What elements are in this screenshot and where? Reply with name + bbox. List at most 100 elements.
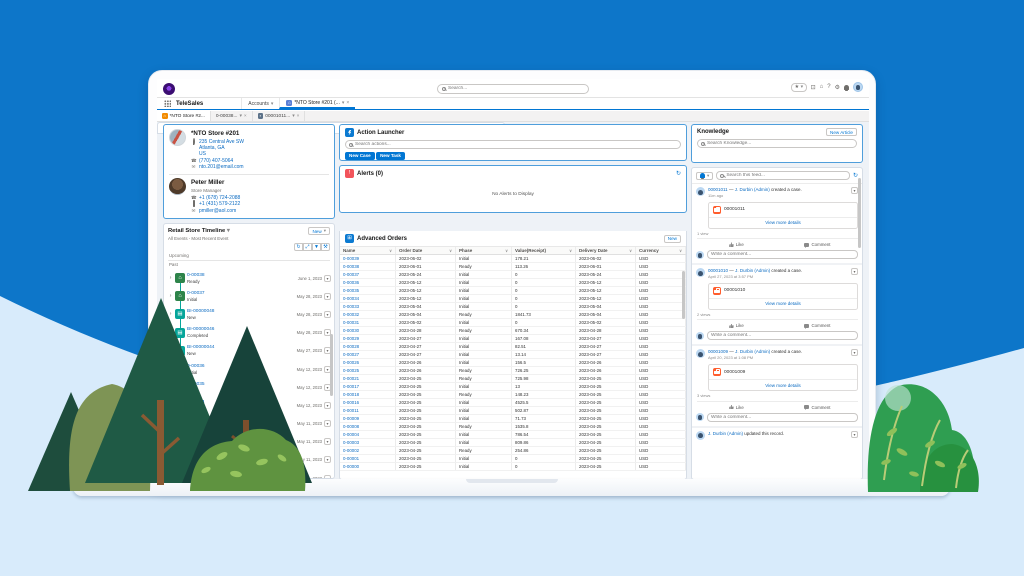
order-name-link[interactable]: 0-00028 [340,343,396,350]
table-row[interactable]: 0-00026 2023-04-26 Initial 156.5 2023-04… [340,359,686,367]
order-name-link[interactable]: 0-00032 [340,311,396,318]
order-name-link[interactable]: 0-00034 [340,295,396,302]
order-name-link[interactable]: 0-00031 [340,319,396,326]
row-menu-button[interactable]: ▾ [324,401,331,409]
order-name-link[interactable]: 0-00025 [340,367,396,374]
favorites-button[interactable]: ★ ▾ [791,82,807,92]
expand-chevron-icon[interactable]: › [169,293,172,300]
timeline-record-link[interactable]: BI-00000039 [187,472,215,478]
global-search-input[interactable] [448,86,584,91]
comment-button[interactable]: Comment [777,405,858,411]
comment-button[interactable]: Comment [777,323,858,330]
expand-chevron-icon[interactable]: › [169,329,172,336]
chevron-down-icon[interactable]: ▾ [270,100,274,107]
timeline-record-link[interactable]: BI-00000046 [187,327,215,333]
timeline-settings-button[interactable]: ⚒ [321,243,330,251]
table-row[interactable]: 0-00001 2023-04-25 Initial 0 2023-04-25 … [340,455,686,463]
chevron-down-icon[interactable]: ▾ [341,99,345,106]
column-header[interactable]: Delivery Date ∨ [576,247,636,254]
sort-icon[interactable]: ∨ [389,248,392,253]
order-name-link[interactable]: 0-00037 [340,271,396,278]
store-email-link[interactable]: nto.201@email.com [199,164,244,170]
order-name-link[interactable]: 0-00003 [340,439,396,446]
expand-chevron-icon[interactable]: › [169,420,172,427]
table-row[interactable]: 0-00033 2023-05-04 Initial 0 2023-05-04 … [340,303,686,311]
timeline-record-link[interactable]: 0-00034 [187,399,205,405]
table-row[interactable]: 0-00004 2023-04-25 Initial 786.54 2023-0… [340,431,686,439]
knowledge-search-input[interactable] [707,141,853,146]
comment-input[interactable] [711,333,854,339]
table-row[interactable]: 0-00030 2023-04-28 Ready 670.34 2023-04-… [340,327,686,335]
store-address[interactable]: 235 Central Ave SW Atlanta, GA US [199,139,244,157]
order-name-link[interactable]: 0-00017 [340,383,396,390]
timeline-filter-button[interactable]: ▼ [312,243,321,251]
alerts-refresh-icon[interactable]: ↻ [675,171,681,177]
order-name-link[interactable]: 0-00001 [340,455,396,462]
close-icon[interactable]: × [243,113,247,119]
column-header[interactable]: Name ∨ [340,247,396,254]
timeline-record-link[interactable]: 0-00035 [187,381,205,387]
timeline-record-link[interactable]: 0-00038 [187,272,205,278]
order-name-link[interactable]: 0-00008 [340,423,396,430]
order-name-link[interactable]: 0-00036 [340,279,396,286]
action-search-input[interactable] [355,142,677,147]
knowledge-search[interactable] [697,139,857,148]
order-name-link[interactable]: 0-00021 [340,375,396,382]
table-row[interactable]: 0-00011 2023-04-25 Initial 502.87 2023-0… [340,407,686,415]
feed-actions-button[interactable]: ▾ [696,171,714,180]
feed-scrollbar[interactable] [858,178,861,248]
actor-link[interactable]: J. Durbin (Admin) [735,349,771,355]
table-row[interactable]: 0-00009 2023-04-25 Initial 71.73 2023-04… [340,415,686,423]
table-row[interactable]: 0-00025 2023-04-26 Ready 726.25 2023-04-… [340,367,686,375]
comment-input[interactable] [711,414,854,420]
subtab-case[interactable]: ▪ 00001011... ▾ × [253,111,306,121]
sort-icon[interactable]: ∨ [679,248,682,253]
timeline-title[interactable]: Retail Store Timeline ▾ [168,228,230,234]
table-row[interactable]: 0-00035 2023-05-12 Initial 0 2023-05-12 … [340,287,686,295]
order-name-link[interactable]: 0-00029 [340,335,396,342]
table-row[interactable]: 0-00036 2023-05-12 Initial 0 2023-05-12 … [340,279,686,287]
timeline-record-link[interactable]: BI-00000042 [187,418,215,424]
actor-link[interactable]: J. Durbin (Admin) [735,268,771,274]
order-name-link[interactable]: 0-00039 [340,255,396,262]
feed-search-input[interactable] [726,173,846,178]
like-button[interactable]: Like [696,405,777,410]
order-name-link[interactable]: 0-00000 [340,463,396,470]
timeline-record-link[interactable]: 0-00036 [187,363,205,369]
expand-chevron-icon[interactable]: › [169,384,172,391]
case-preview-card[interactable]: 00001011 View more details [708,201,858,229]
item-menu-button[interactable]: ▾ [851,430,858,438]
item-menu-button[interactable]: ▾ [851,268,858,276]
column-header[interactable]: Value(Receipt) ∨ [512,247,576,254]
timeline-record-link[interactable]: BI-00000041 [187,436,215,442]
actor-link[interactable]: J. Durbin (Admin) [734,187,770,192]
sort-icon[interactable]: ∨ [505,248,508,253]
expand-chevron-icon[interactable]: › [169,456,172,463]
store-phone-link[interactable]: (770) 407-5064 [199,157,234,164]
sort-icon[interactable]: ∨ [449,248,452,253]
table-row[interactable]: 0-00021 2023-04-25 Ready 725.98 2023-04-… [340,375,686,383]
new-task-button[interactable]: New Task [376,152,405,160]
order-name-link[interactable]: 0-00038 [340,263,396,270]
row-menu-button[interactable]: ▾ [324,292,331,300]
like-button[interactable]: Like [696,242,777,247]
row-menu-button[interactable]: ▾ [324,438,331,446]
timeline-scrollbar[interactable] [330,334,333,396]
new-case-button[interactable]: New Case [345,152,375,160]
table-row[interactable]: 0-00034 2023-05-12 Initial 0 2023-05-12 … [340,295,686,303]
help-icon[interactable]: ? [827,84,831,90]
table-row[interactable]: 0-00000 2023-04-25 Initial 0 2023-04-25 … [340,463,686,471]
table-row[interactable]: 0-00039 2023-06-02 Initial 178.21 2023-0… [340,255,686,263]
timeline-record-link[interactable]: BI-00000044 [187,345,215,351]
order-name-link[interactable]: 0-00002 [340,447,396,454]
order-name-link[interactable]: 0-00030 [340,327,396,334]
orders-scrollbar[interactable] [682,271,685,319]
feed-search[interactable] [716,171,850,180]
close-icon[interactable]: × [296,113,300,119]
item-menu-button[interactable]: ▾ [851,187,858,194]
sort-icon[interactable]: ∨ [569,248,572,253]
order-name-link[interactable]: 0-00018 [340,391,396,398]
expand-chevron-icon[interactable]: › [169,402,172,409]
subtab-store[interactable]: ⌂ *NTO Store #2... [157,111,211,121]
table-row[interactable]: 0-00003 2023-04-25 Initial 809.86 2023-0… [340,439,686,447]
